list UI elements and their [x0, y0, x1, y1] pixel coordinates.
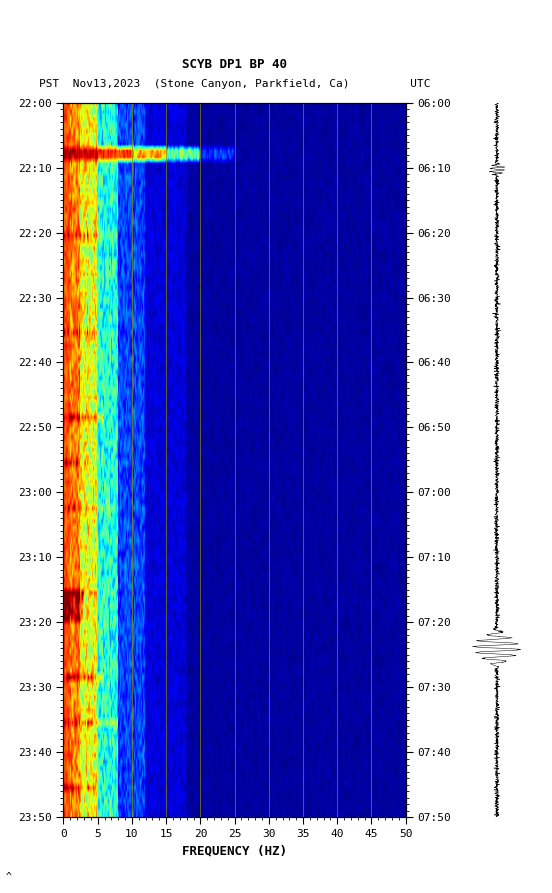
- Text: ^: ^: [6, 872, 12, 882]
- Text: PST  Nov13,2023  (Stone Canyon, Parkfield, Ca)         UTC: PST Nov13,2023 (Stone Canyon, Parkfield,…: [39, 79, 431, 89]
- X-axis label: FREQUENCY (HZ): FREQUENCY (HZ): [182, 845, 287, 857]
- Text: USGS: USGS: [24, 17, 57, 31]
- Polygon shape: [8, 8, 20, 40]
- Text: SCYB DP1 BP 40: SCYB DP1 BP 40: [182, 58, 287, 71]
